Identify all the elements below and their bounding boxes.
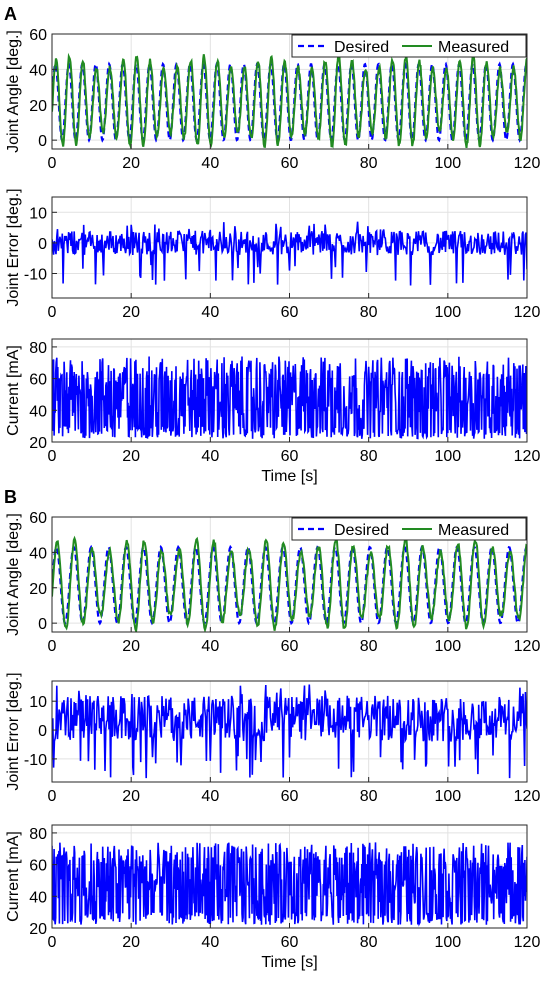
- series-line-measured: [52, 535, 527, 632]
- chart-panel-0: 0 20 40 60 80 100 120 0 20 40 60 Joint Angle [deg.]…: [5, 27, 540, 172]
- x-tick-label: 20: [122, 155, 140, 172]
- y-axis-label: Current [mA]: [5, 345, 22, 436]
- x-tick-label: 80: [360, 934, 378, 951]
- series-line-main: [52, 356, 527, 440]
- legend-label-desired: Desired: [334, 39, 389, 56]
- x-tick-label: 60: [281, 788, 299, 805]
- x-tick-label: 0: [48, 638, 57, 655]
- series-layer: [52, 842, 527, 927]
- y-tick-label: 20: [29, 98, 47, 115]
- y-tick-label: 60: [29, 510, 47, 527]
- x-tick-label: 100: [434, 304, 461, 321]
- x-tick-label: 20: [122, 934, 140, 951]
- series-line-main: [52, 221, 527, 286]
- x-tick-label: 40: [201, 155, 219, 172]
- x-tick-label: 0: [48, 155, 57, 172]
- x-tick-label: 120: [514, 934, 541, 951]
- x-tick-label: 80: [360, 304, 378, 321]
- y-tick-label: 40: [29, 62, 47, 79]
- y-tick-label: 80: [29, 340, 47, 357]
- x-tick-label: 80: [360, 155, 378, 172]
- x-tick-label: 100: [434, 448, 461, 465]
- series-layer: [52, 356, 527, 440]
- x-tick-label: 40: [201, 638, 219, 655]
- x-tick-label: 40: [201, 788, 219, 805]
- x-tick-label: 0: [48, 448, 57, 465]
- x-tick-label: 20: [122, 788, 140, 805]
- y-tick-label: 60: [29, 27, 47, 44]
- y-tick-label: 40: [29, 889, 47, 906]
- chart-panel-3: 0 20 40 60 80 100 120 0 20 40 60 Joint Angle [deg.]…: [5, 510, 540, 655]
- y-tick-label: 20: [29, 435, 47, 452]
- y-tick-label: 0: [38, 723, 47, 740]
- y-tick-label: 0: [38, 616, 47, 633]
- y-axis-label: Joint Error [deg.]: [5, 672, 22, 790]
- y-tick-label: 0: [38, 236, 47, 253]
- x-tick-label: 60: [281, 638, 299, 655]
- x-axis-label: Time [s]: [261, 468, 317, 485]
- y-tick-label: 10: [29, 694, 47, 711]
- x-tick-label: 100: [434, 155, 461, 172]
- x-tick-label: 120: [514, 638, 541, 655]
- series-layer: [52, 684, 527, 779]
- x-tick-label: 80: [360, 638, 378, 655]
- y-axis-label: Joint Angle [deg.]: [5, 513, 22, 636]
- panel-label-a: A: [4, 4, 17, 24]
- x-tick-label: 20: [122, 638, 140, 655]
- x-tick-label: 120: [514, 304, 541, 321]
- series-line-main: [52, 842, 527, 927]
- panel-label-b: B: [4, 487, 17, 507]
- x-tick-label: 20: [122, 448, 140, 465]
- x-tick-label: 40: [201, 448, 219, 465]
- x-tick-label: 120: [514, 155, 541, 172]
- y-tick-label: 80: [29, 826, 47, 843]
- y-tick-label: 10: [29, 205, 47, 222]
- x-axis-label: Time [s]: [261, 954, 317, 971]
- x-tick-label: 120: [514, 788, 541, 805]
- x-tick-label: 60: [281, 934, 299, 951]
- y-tick-label: 60: [29, 372, 47, 389]
- y-tick-label: 60: [29, 858, 47, 875]
- y-tick-label: 40: [29, 545, 47, 562]
- chart-panel-4: 0 20 40 60 80 100 120 -10 0 10 Joint Error [deg.]: [5, 672, 540, 805]
- x-tick-label: 100: [434, 788, 461, 805]
- x-tick-label: 100: [434, 638, 461, 655]
- chart-panel-1: 0 20 40 60 80 100 120 -10 0 10 Joint Error [deg.]: [5, 188, 540, 321]
- series-layer: [52, 221, 527, 286]
- y-tick-label: 20: [29, 921, 47, 938]
- x-tick-label: 80: [360, 448, 378, 465]
- legend-label-desired: Desired: [334, 522, 389, 539]
- series-layer: [52, 52, 527, 149]
- x-tick-label: 120: [514, 448, 541, 465]
- y-axis-label: Joint Error [deg.]: [5, 188, 22, 306]
- x-tick-label: 60: [281, 448, 299, 465]
- legend: Desired Measured: [291, 517, 527, 541]
- x-tick-label: 60: [281, 155, 299, 172]
- y-tick-label: 20: [29, 581, 47, 598]
- series-layer: [52, 535, 527, 632]
- series-line-main: [52, 684, 527, 779]
- legend: Desired Measured: [291, 34, 527, 58]
- x-tick-label: 0: [48, 788, 57, 805]
- legend-label-measured: Measured: [438, 522, 509, 539]
- y-tick-label: -10: [24, 267, 47, 284]
- y-axis-label: Current [mA]: [5, 831, 22, 922]
- x-tick-label: 0: [48, 934, 57, 951]
- y-axis-label: Joint Angle [deg.]: [5, 30, 22, 153]
- y-tick-label: 40: [29, 403, 47, 420]
- x-tick-label: 80: [360, 788, 378, 805]
- x-tick-label: 0: [48, 304, 57, 321]
- y-tick-label: 0: [38, 133, 47, 150]
- x-tick-label: 100: [434, 934, 461, 951]
- x-tick-label: 40: [201, 934, 219, 951]
- x-tick-label: 20: [122, 304, 140, 321]
- x-tick-label: 60: [281, 304, 299, 321]
- series-line-measured: [52, 52, 527, 149]
- x-tick-label: 40: [201, 304, 219, 321]
- legend-label-measured: Measured: [438, 39, 509, 56]
- y-tick-label: -10: [24, 752, 47, 769]
